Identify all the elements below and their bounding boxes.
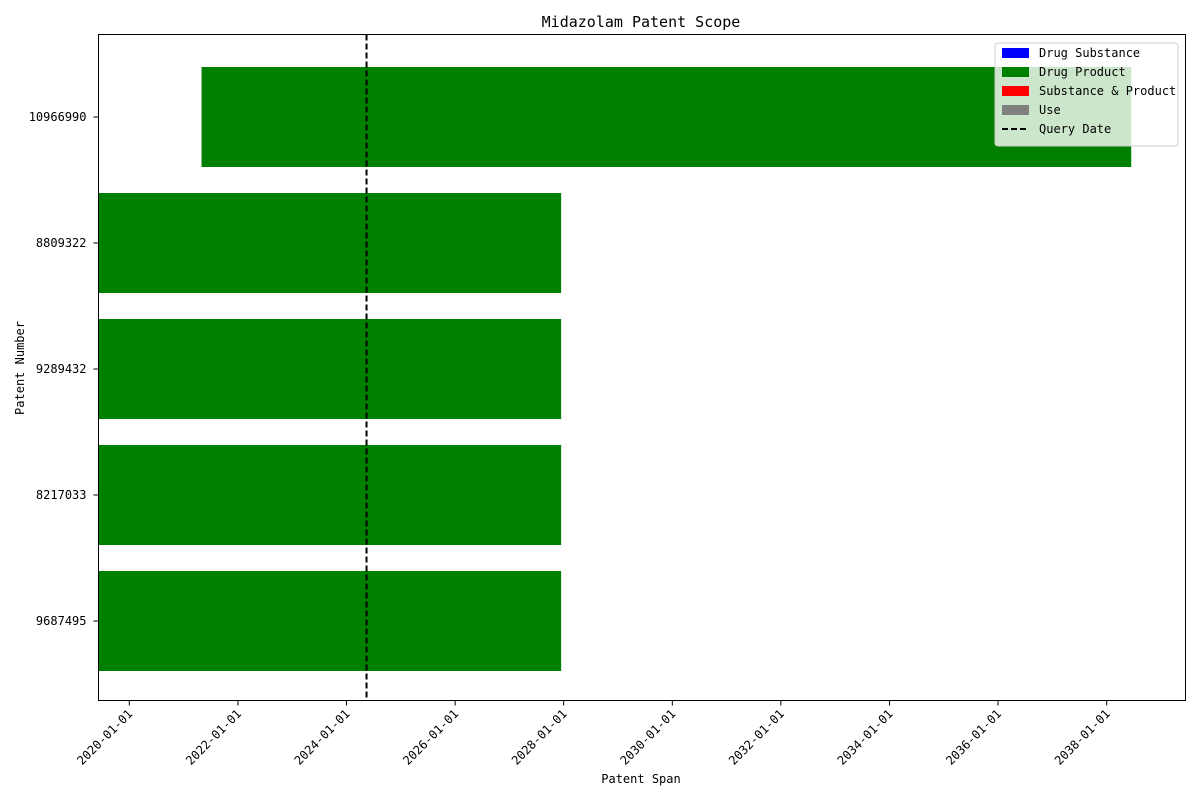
legend-label: Drug Substance bbox=[1039, 46, 1140, 60]
x-tick-label: 2036-01-01 bbox=[943, 707, 1004, 768]
legend-label: Drug Product bbox=[1039, 65, 1126, 79]
y-axis-label: Patent Number bbox=[13, 321, 27, 415]
x-tick-label: 2038-01-01 bbox=[1052, 707, 1113, 768]
y-tick-label: 9289432 bbox=[36, 362, 87, 376]
plot-frame bbox=[98, 34, 1186, 701]
bar-9687495 bbox=[98, 571, 562, 671]
y-tick-label: 9687495 bbox=[36, 614, 87, 628]
legend-label: Query Date bbox=[1039, 122, 1111, 136]
y-tick-label: 8217033 bbox=[36, 488, 87, 502]
x-tick-label: 2024-01-01 bbox=[292, 707, 353, 768]
x-tick-label: 2034-01-01 bbox=[835, 707, 896, 768]
x-tick-label: 2020-01-01 bbox=[74, 707, 135, 768]
y-tick-label: 8809322 bbox=[36, 236, 87, 250]
legend-box bbox=[994, 42, 1179, 147]
legend-swatch bbox=[1002, 48, 1029, 58]
bar-8809322 bbox=[98, 193, 562, 293]
y-axis: 10966990 8809322 9289432 8217033 9687495 bbox=[29, 110, 99, 628]
x-tick-label: 2022-01-01 bbox=[183, 707, 244, 768]
chart-title: Midazolam Patent Scope bbox=[542, 13, 741, 31]
legend-label: Substance & Product bbox=[1039, 84, 1176, 98]
x-axis: 2020-01-01 2022-01-01 2024-01-01 2026-01-01… bbox=[74, 700, 1113, 768]
x-axis-label: Patent Span bbox=[601, 772, 680, 786]
bar-9289432 bbox=[98, 319, 562, 419]
y-tick-label: 10966990 bbox=[29, 110, 87, 124]
bars-layer bbox=[98, 67, 1132, 671]
x-tick-label: 2026-01-01 bbox=[400, 707, 461, 768]
bar-10966990 bbox=[201, 67, 1132, 167]
x-tick-label: 2030-01-01 bbox=[617, 707, 678, 768]
legend: Drug Substance Drug Product Substance & Pr… bbox=[994, 42, 1179, 147]
legend-swatch bbox=[1002, 67, 1029, 77]
x-tick-label: 2028-01-01 bbox=[509, 707, 570, 768]
legend-swatch bbox=[1002, 105, 1029, 115]
legend-swatch bbox=[1002, 86, 1029, 96]
bar-8217033 bbox=[98, 445, 562, 545]
legend-label: Use bbox=[1039, 103, 1061, 117]
x-tick-label: 2032-01-01 bbox=[726, 707, 787, 768]
